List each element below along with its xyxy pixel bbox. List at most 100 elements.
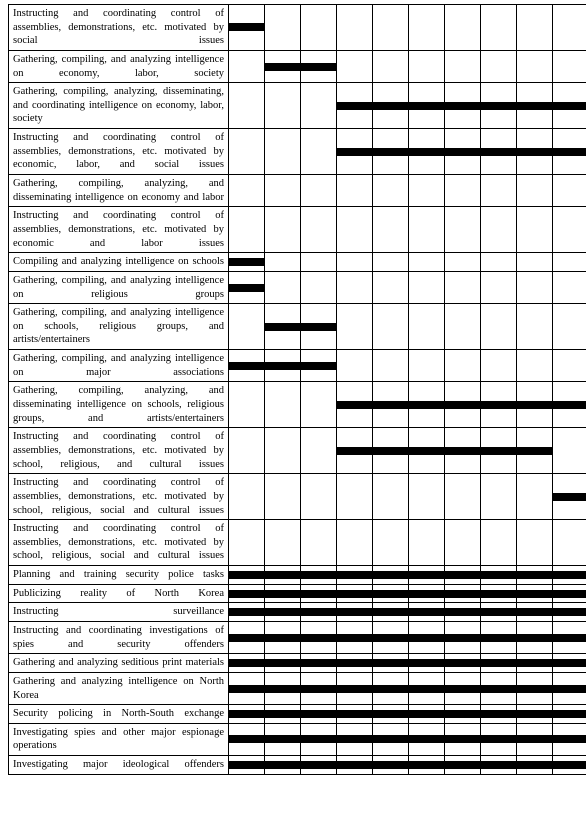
bar-segment (301, 659, 336, 667)
bar-cell (517, 304, 553, 350)
bar-segment (445, 710, 480, 718)
bar-cell (265, 705, 301, 724)
bar-cell (445, 705, 481, 724)
bar-cell (517, 566, 553, 585)
bar-segment (337, 401, 372, 409)
bar-segment (517, 761, 552, 769)
bar-segment (373, 761, 408, 769)
bar-cell (445, 50, 481, 82)
bar-segment (409, 761, 444, 769)
bar-cell (373, 207, 409, 253)
bar-segment (409, 401, 444, 409)
bar-cell (373, 271, 409, 303)
bar-cell (265, 566, 301, 585)
bar-cell (445, 672, 481, 704)
bar-cell (517, 654, 553, 673)
chart-container: Instructing and coordinating control of … (0, 0, 586, 823)
bar-cell (481, 129, 517, 175)
bar-cell (373, 50, 409, 82)
row-label: Instructing and coordinating control of … (9, 474, 229, 520)
bar-cell (337, 304, 373, 350)
bar-segment (445, 447, 480, 455)
bar-cell (481, 253, 517, 272)
bar-segment (373, 634, 408, 642)
bar-cell (481, 603, 517, 622)
bar-segment (445, 102, 480, 110)
bar-segment (553, 571, 586, 579)
table-row: Gathering and analyzing seditious print … (9, 654, 586, 673)
bar-segment (517, 710, 552, 718)
bar-cell (229, 520, 265, 566)
bar-cell (481, 672, 517, 704)
bar-segment (373, 735, 408, 743)
bar-segment (373, 102, 408, 110)
bar-cell (337, 253, 373, 272)
bar-cell (517, 5, 553, 51)
bar-cell (373, 756, 409, 775)
bar-cell (481, 350, 517, 382)
bar-cell (445, 207, 481, 253)
bar-cell (373, 304, 409, 350)
bar-cell (265, 621, 301, 653)
bar-segment (337, 447, 372, 455)
bar-cell (553, 672, 586, 704)
bar-cell (409, 129, 445, 175)
bar-cell (517, 83, 553, 129)
bar-segment (481, 102, 516, 110)
bar-cell (265, 672, 301, 704)
bar-cell (373, 129, 409, 175)
bar-cell (553, 756, 586, 775)
bar-cell (265, 5, 301, 51)
bar-cell (553, 566, 586, 585)
bar-segment (445, 148, 480, 156)
bar-segment (337, 590, 372, 598)
bar-segment (553, 608, 586, 616)
bar-segment (229, 608, 264, 616)
bar-cell (553, 584, 586, 603)
bar-cell (229, 603, 265, 622)
bar-segment (409, 571, 444, 579)
bar-segment (553, 634, 586, 642)
bar-cell (445, 428, 481, 474)
bar-cell (373, 253, 409, 272)
bar-segment (481, 659, 516, 667)
bar-segment (373, 710, 408, 718)
table-row: Compiling and analyzing intelligence on … (9, 253, 586, 272)
bar-cell (481, 271, 517, 303)
bar-segment (301, 710, 336, 718)
bar-cell (337, 5, 373, 51)
table-row: Gathering, compiling, and analyzing inte… (9, 50, 586, 82)
bar-cell (337, 566, 373, 585)
bar-cell (229, 5, 265, 51)
bar-cell (553, 129, 586, 175)
bar-segment (445, 634, 480, 642)
bar-cell (409, 672, 445, 704)
bar-segment (265, 710, 300, 718)
bar-cell (553, 271, 586, 303)
bar-cell (553, 474, 586, 520)
bar-segment (409, 590, 444, 598)
bar-cell (229, 350, 265, 382)
bar-cell (445, 584, 481, 603)
bar-cell (445, 621, 481, 653)
bar-cell (373, 382, 409, 428)
table-row: Instructing and coordinating control of … (9, 520, 586, 566)
bar-segment (229, 735, 264, 743)
bar-cell (265, 428, 301, 474)
bar-cell (373, 350, 409, 382)
bar-cell (373, 705, 409, 724)
bar-segment (409, 634, 444, 642)
bar-cell (265, 83, 301, 129)
bar-segment (517, 148, 552, 156)
bar-cell (481, 566, 517, 585)
bar-cell (553, 382, 586, 428)
bar-segment (445, 401, 480, 409)
bar-segment (265, 761, 300, 769)
bar-cell (445, 253, 481, 272)
bar-segment (481, 447, 516, 455)
bar-cell (265, 50, 301, 82)
table-row: Gathering, compiling, and analyzing inte… (9, 304, 586, 350)
bar-cell (517, 672, 553, 704)
bar-cell (337, 474, 373, 520)
bar-cell (517, 520, 553, 566)
